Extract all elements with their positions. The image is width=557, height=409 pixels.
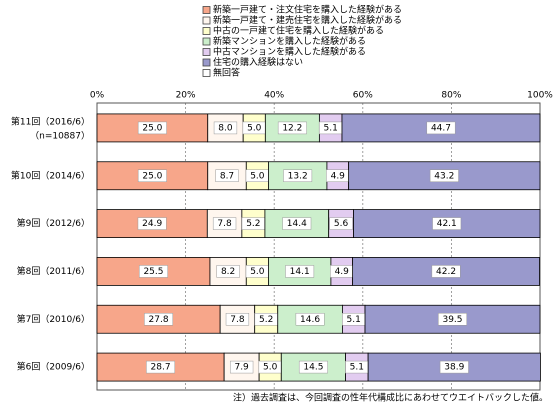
value-label: 5.1 — [347, 315, 361, 325]
value-label: 8.0 — [218, 123, 233, 133]
x-tick-label: 40% — [264, 91, 284, 101]
x-tick-label: 100% — [527, 91, 553, 101]
label-box — [432, 217, 462, 230]
label-box — [137, 217, 167, 230]
y-tick-sublabel: （n=10887） — [30, 130, 90, 141]
value-label: 4.9 — [335, 267, 350, 277]
label-box — [212, 217, 237, 230]
label-box — [277, 121, 307, 135]
value-label: 8.2 — [221, 267, 235, 277]
y-tick-label: 第7回（2010/6） — [17, 313, 90, 325]
value-label: 12.2 — [282, 123, 302, 133]
label-box — [429, 169, 459, 182]
label-box — [229, 360, 254, 374]
legend-swatch — [202, 58, 211, 67]
legend-swatch — [202, 69, 211, 77]
label-box — [144, 313, 174, 326]
value-label: 7.8 — [217, 219, 232, 229]
bar-segment — [264, 113, 320, 143]
value-label: 27.8 — [149, 315, 169, 325]
value-label: 7.9 — [234, 363, 249, 373]
value-label: 43.2 — [434, 171, 454, 181]
y-tick-label: 第8回（2011/6） — [17, 265, 90, 277]
legend-label: 新築一戸建て・注文住宅を購入した経験がある — [213, 4, 402, 16]
label-box — [137, 169, 167, 182]
value-label: 25.5 — [143, 267, 163, 277]
value-label: 7.8 — [230, 315, 245, 325]
value-label: 28.7 — [151, 363, 171, 373]
label-box — [283, 169, 313, 182]
label-box — [438, 313, 467, 326]
y-tick-label: 第9回（2012/6） — [17, 217, 90, 229]
legend-swatch — [202, 48, 211, 56]
label-box — [439, 360, 469, 374]
legend-swatch — [202, 6, 211, 14]
value-label: 25.0 — [142, 171, 162, 181]
value-label: 4.9 — [331, 171, 346, 181]
value-label: 39.5 — [442, 315, 462, 325]
value-label: 25.0 — [142, 123, 162, 133]
value-label: 5.0 — [247, 123, 262, 133]
label-box — [216, 265, 240, 278]
value-label: 5.1 — [350, 363, 364, 373]
value-label: 8.7 — [220, 171, 234, 181]
value-label: 38.9 — [444, 363, 464, 373]
label-box — [282, 217, 312, 230]
y-tick-label: 第10回（2014/6） — [11, 169, 90, 181]
note: 注）過去調査は、今回調査の性年代構成比にあわせてウエイトバックした値。 — [233, 392, 548, 404]
value-label: 13.2 — [288, 171, 308, 181]
legend-label: 住宅の購入経験はない — [213, 56, 303, 68]
value-label: 24.9 — [142, 219, 162, 229]
legend-label: 新築マンションを購入した経験がある — [213, 35, 366, 47]
label-box — [213, 121, 238, 135]
value-label: 14.5 — [303, 363, 323, 373]
legend-swatch — [202, 27, 211, 35]
value-label: 14.6 — [300, 315, 320, 325]
x-tick-label: 80% — [441, 91, 461, 101]
value-label: 42.1 — [437, 219, 457, 229]
label-box — [139, 265, 168, 278]
legend-label: 新築一戸建て・建売住宅を購入した経験がある — [213, 14, 402, 26]
legend-swatch — [202, 37, 211, 46]
label-box — [329, 217, 353, 230]
legend-label: 中古マンションを購入した経験がある — [213, 46, 366, 58]
value-label: 42.2 — [436, 267, 456, 277]
label-box — [285, 265, 315, 278]
label-box — [298, 360, 328, 374]
value-label: 5.0 — [250, 171, 265, 181]
label-box — [431, 265, 461, 278]
label-box — [295, 313, 325, 326]
label-box — [426, 121, 456, 135]
x-tick-label: 20% — [176, 91, 196, 101]
value-label: 5.6 — [334, 219, 349, 229]
value-label: 5.2 — [246, 219, 260, 229]
value-label: 5.0 — [250, 267, 265, 277]
value-label: 14.4 — [287, 219, 307, 229]
label-box — [137, 121, 167, 135]
label-box — [225, 313, 250, 326]
legend-label: 中古の一戸建て住宅を購入した経験がある — [213, 25, 384, 37]
legend-label: 無回答 — [213, 67, 240, 79]
y-tick-label: 第6回（2009/6） — [17, 361, 90, 373]
value-label: 14.1 — [290, 267, 310, 277]
plot-frame — [96, 102, 541, 391]
x-tick-label: 0% — [90, 91, 105, 101]
value-label: 44.7 — [431, 123, 451, 133]
label-box — [215, 169, 239, 182]
x-tick-label: 60% — [353, 91, 373, 101]
value-label: 5.1 — [324, 123, 338, 133]
label-box — [146, 360, 176, 374]
value-label: 5.2 — [259, 315, 273, 325]
value-label: 5.0 — [263, 363, 278, 373]
legend-swatch — [202, 16, 211, 25]
y-tick-label: 第11回（2016/6） — [11, 115, 90, 127]
